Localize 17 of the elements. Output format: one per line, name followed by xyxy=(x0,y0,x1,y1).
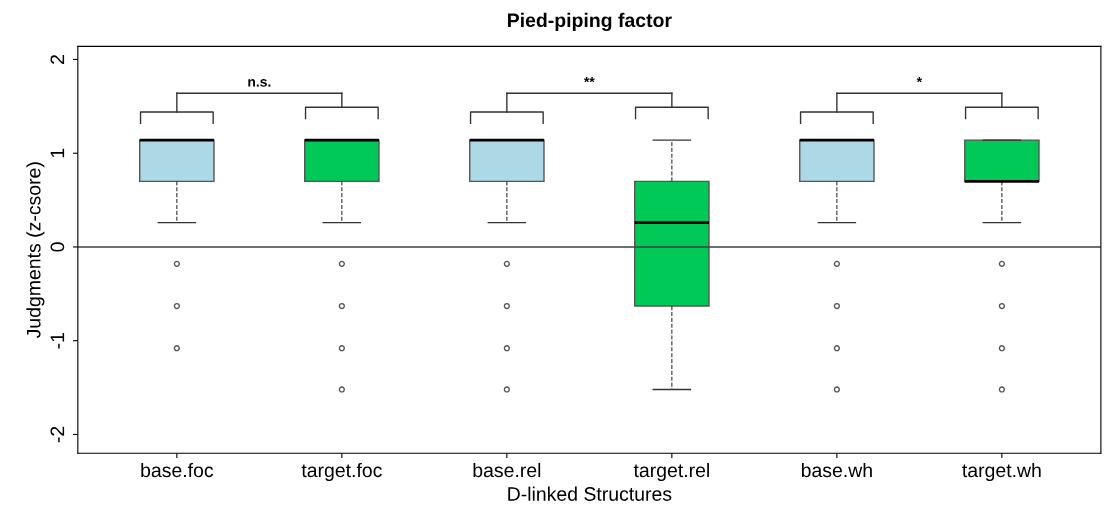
annotation: * xyxy=(916,77,923,83)
x-tick-label: target.wh xyxy=(962,462,1041,482)
y-tick-label: -1 xyxy=(50,333,65,349)
x-tick-label: target.foc xyxy=(301,462,382,482)
y-tick-label: 0 xyxy=(50,242,65,252)
annotation: ** xyxy=(584,77,595,83)
x-axis-title: D-linked Structures xyxy=(508,486,672,501)
y-tick-label: -2 xyxy=(50,426,65,443)
y-axis-title: Judgments (z-csore) xyxy=(26,162,45,339)
annotation: n.s. xyxy=(248,79,271,87)
y-tick-label: 2 xyxy=(50,55,65,64)
y-tick-label: 1 xyxy=(50,148,65,158)
x-tick-label: base.foc xyxy=(141,462,214,478)
x-tick-label: target.rel xyxy=(633,462,709,482)
x-tick-label: base.wh xyxy=(801,462,872,478)
x-tick-label: base.rel xyxy=(473,462,541,478)
chart-title: Pied-piping factor xyxy=(508,12,672,32)
